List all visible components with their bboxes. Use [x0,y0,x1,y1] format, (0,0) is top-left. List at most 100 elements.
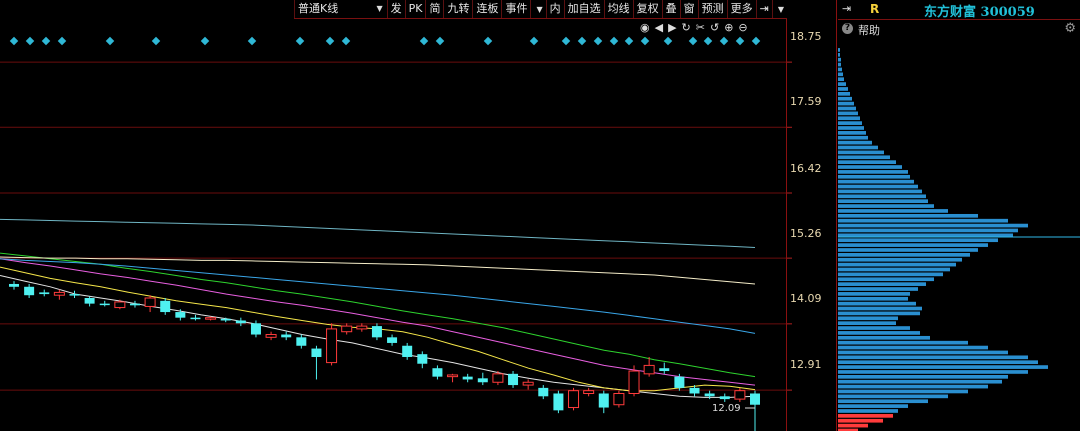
candle-body [734,390,746,400]
candle-body [356,325,368,330]
toolbar-menu[interactable]: ▼ [771,0,787,18]
event-marker-icon [105,36,115,46]
stock-title: 东方财富 300059 [924,5,1035,20]
volume-profile-bar [838,389,968,394]
toolbar-item-more[interactable]: 更多 [726,0,756,18]
event-marker-icon [719,36,729,46]
help-link[interactable]: 帮助 [858,24,880,37]
volume-profile-bar [838,350,1008,355]
chevron-down-icon: ▼ [536,5,543,14]
candle-body [598,393,609,408]
volume-profile-bar [838,267,950,272]
pin-icon[interactable]: ⇥ [842,2,852,15]
candle-body [508,373,519,386]
volume-profile-bar [838,272,943,277]
toolbar-item-predict[interactable]: 预测 [697,0,727,18]
toolbar-item-pk[interactable]: PK [404,0,426,18]
volume-profile-bar [838,150,884,155]
volume-profile-bar [838,77,844,82]
candle-body [235,320,246,324]
candle-body [750,393,760,405]
toolbar-item-lianban[interactable]: 连板 [472,0,501,18]
volume-profile-bar [838,326,910,330]
toolbar-item-jiuzhuan[interactable]: 九转 [443,0,472,18]
candle-body [387,337,398,343]
chevron-down-icon: ▼ [376,4,383,13]
volume-profile-bar [838,306,922,311]
volume-profile-bar [838,331,920,335]
candle-body [704,393,715,397]
zoom-in-icon[interactable]: ⊕ [724,21,734,34]
toolbar-item-add-watchlist[interactable]: 加自选 [563,0,604,18]
volume-profile-bar [838,135,868,140]
play-icon[interactable]: ▶ [668,21,677,34]
event-marker-icon [529,36,539,46]
candle-body [69,294,80,296]
pin-icon[interactable]: ⇥ [755,0,772,18]
toolbar-item-overlay[interactable]: 叠 [661,0,680,18]
candle-body [613,392,625,406]
volume-profile-bar [838,91,850,96]
event-marker-icon [577,36,587,46]
price-tick: 14.09 [790,292,822,305]
candle-body [250,323,261,335]
candle-body [205,317,217,320]
toolbar-item-adjust[interactable]: 复权 [632,0,662,18]
toolbar-item-shijian[interactable]: 事件 [501,0,530,18]
event-marker-icon [41,36,51,46]
panel-divider [836,0,837,431]
stock-header: ⇥ R 东方财富 300059 [838,0,1080,20]
toolbar-item-nei[interactable]: 内 [545,0,564,18]
candle-body [674,376,685,388]
event-marker-icon [200,36,210,46]
toolbar-item-jian[interactable]: 简 [425,0,443,18]
refresh-icon[interactable]: ↻ [681,21,691,34]
price-tick: 16.42 [790,162,822,175]
candle-body [371,326,382,338]
chevron-down-icon: ▼ [777,5,784,14]
volume-profile-bar [838,170,908,174]
eye-icon[interactable]: ◉ [640,21,650,34]
candle-body [129,303,140,306]
kline-type-select[interactable]: 普通K线 ▼ [294,0,387,18]
event-marker-icon [57,36,67,46]
candle-body [417,354,428,364]
candle-body [568,390,580,409]
toolbar-dropdown[interactable]: ▼ [530,0,545,18]
zoom-out-icon[interactable]: ⊖ [738,21,748,34]
volume-profile-bar [838,418,883,423]
volume-profile-bar [838,248,978,252]
volume-profile-bar [838,209,948,213]
volume-profile-bar [838,238,998,243]
candle-body [522,381,534,386]
candle-body [447,374,459,378]
candle-body [659,368,670,372]
chart-tools: ◉ ◀ ▶ ↻ ✂ ↺ ⊕ ⊖ [640,21,785,35]
volume-profile-bar [838,384,988,389]
volume-profile-bar [838,243,988,247]
ma-line [0,256,756,285]
event-marker-icon [341,36,351,46]
undo-icon[interactable]: ↺ [709,21,720,34]
volume-profile-bar [838,140,872,145]
candle-body [402,345,413,357]
ma-line [0,218,756,248]
volume-profile-bar [838,340,968,345]
gear-icon[interactable]: ⚙ [1064,21,1076,36]
event-marker-icon [325,36,335,46]
event-marker-icon [688,36,698,46]
candle-body [265,334,277,338]
volume-profile-bar [838,82,846,86]
toolbar-item-fa[interactable]: 发 [386,0,405,18]
scissors-icon[interactable]: ✂ [695,21,705,34]
volume-profile-bar [838,52,840,57]
rewind-icon[interactable]: ◀ [654,21,664,34]
toolbar-item-ma[interactable]: 均线 [603,0,633,18]
toolbar-item-window[interactable]: 窗 [679,0,698,18]
price-tick: 15.26 [790,227,822,240]
volume-profile-bar [838,335,930,340]
help-icon[interactable]: ? [842,23,853,34]
event-marker-icon [561,36,571,46]
